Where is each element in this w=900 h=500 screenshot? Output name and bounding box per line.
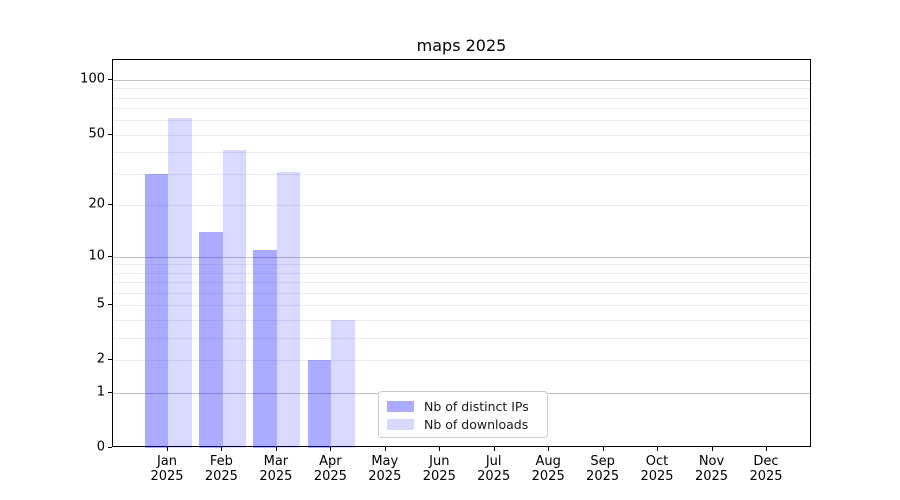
xtick-label-jan: Jan 2025	[150, 454, 184, 485]
ytick-label-1: 1	[96, 384, 105, 400]
legend: Nb of distinct IPs Nb of downloads	[378, 391, 548, 438]
ytick-label-50: 50	[88, 126, 105, 141]
xtick-mark-oct	[657, 447, 658, 451]
bar-distinct-ips-feb	[199, 232, 223, 448]
gridline-minor-40	[113, 151, 810, 153]
xtick-label-nov: Nov 2025	[694, 454, 729, 485]
ytick-mark-100	[108, 79, 112, 80]
legend-entry-distinct-ips: Nb of distinct IPs	[387, 397, 539, 415]
gridline-minor-30	[113, 174, 810, 176]
xtick-mark-aug	[548, 447, 550, 451]
ytick-mark-1	[108, 391, 112, 393]
ytick-mark-2	[108, 359, 112, 361]
gridline-minor-80	[113, 97, 810, 99]
xtick-mark-apr	[330, 447, 332, 451]
legend-label-distinct-ips: Nb of distinct IPs	[424, 398, 529, 414]
bar-distinct-ips-apr	[307, 360, 332, 448]
ytick-label-20: 20	[88, 196, 105, 212]
gridline-minor-9	[113, 264, 810, 266]
ytick-label-10: 10	[88, 248, 105, 264]
xtick-mark-jul	[493, 447, 495, 451]
xtick-label-jun: Jun 2025	[422, 454, 456, 485]
legend-label-downloads: Nb of downloads	[424, 416, 529, 432]
xtick-label-feb: Feb 2025	[204, 454, 238, 485]
ytick-mark-20	[108, 204, 112, 206]
bar-distinct-ips-mar	[253, 249, 277, 448]
legend-swatch-downloads	[387, 418, 414, 430]
ytick-label-100: 100	[80, 71, 105, 87]
xtick-label-aug: Aug 2025	[531, 454, 565, 485]
ytick-mark-0	[108, 447, 112, 448]
gridline-minor-7	[113, 282, 810, 284]
xtick-label-dec: Dec 2025	[749, 454, 783, 485]
gridline-minor-60	[113, 120, 810, 122]
xtick-label-oct: Oct 2025	[640, 454, 674, 485]
legend-swatch-distinct-ips	[387, 400, 414, 412]
gridline-minor-3	[113, 337, 810, 339]
xtick-mark-jan	[167, 447, 168, 451]
xtick-label-may: May 2025	[368, 454, 402, 485]
xtick-mark-nov	[711, 447, 713, 451]
gridline-minor-50	[113, 134, 810, 136]
xtick-label-apr: Apr 2025	[313, 454, 347, 485]
bar-downloads-feb	[222, 150, 246, 448]
xtick-mark-jun	[439, 447, 441, 451]
bar-downloads-jan	[168, 117, 192, 448]
gridline-major-100	[113, 80, 810, 81]
bar-distinct-ips-jan	[144, 174, 168, 448]
xtick-label-jul: Jul 2025	[477, 454, 511, 485]
xtick-mark-feb	[221, 447, 223, 451]
xtick-mark-sep	[602, 447, 604, 451]
gridline-minor-8	[113, 272, 810, 274]
xtick-mark-dec	[766, 447, 767, 451]
gridline-minor-5	[113, 305, 810, 307]
xtick-mark-may	[384, 447, 386, 451]
ytick-mark-5	[108, 304, 112, 306]
gridline-minor-90	[113, 88, 810, 90]
bar-downloads-mar	[276, 171, 301, 448]
gridline-minor-4	[113, 319, 810, 321]
xtick-label-mar: Mar 2025	[259, 454, 293, 485]
legend-entry-downloads: Nb of downloads	[387, 415, 539, 433]
ytick-mark-10	[108, 255, 112, 257]
bar-downloads-apr	[331, 319, 355, 448]
gridline-minor-20	[113, 205, 810, 207]
gridline-minor-6	[113, 292, 810, 294]
chart-title: maps 2025	[416, 36, 507, 55]
xtick-label-sep: Sep 2025	[586, 454, 620, 485]
gridline-minor-70	[113, 108, 810, 110]
gridline-major-10	[113, 256, 810, 258]
ytick-label-5: 5	[96, 296, 105, 312]
ytick-label-0: 0	[96, 439, 105, 455]
ytick-mark-50	[108, 133, 112, 135]
plot-area	[112, 59, 811, 448]
gridline-minor-2	[113, 360, 810, 362]
xtick-mark-mar	[275, 447, 277, 451]
ytick-label-2: 2	[96, 351, 105, 367]
